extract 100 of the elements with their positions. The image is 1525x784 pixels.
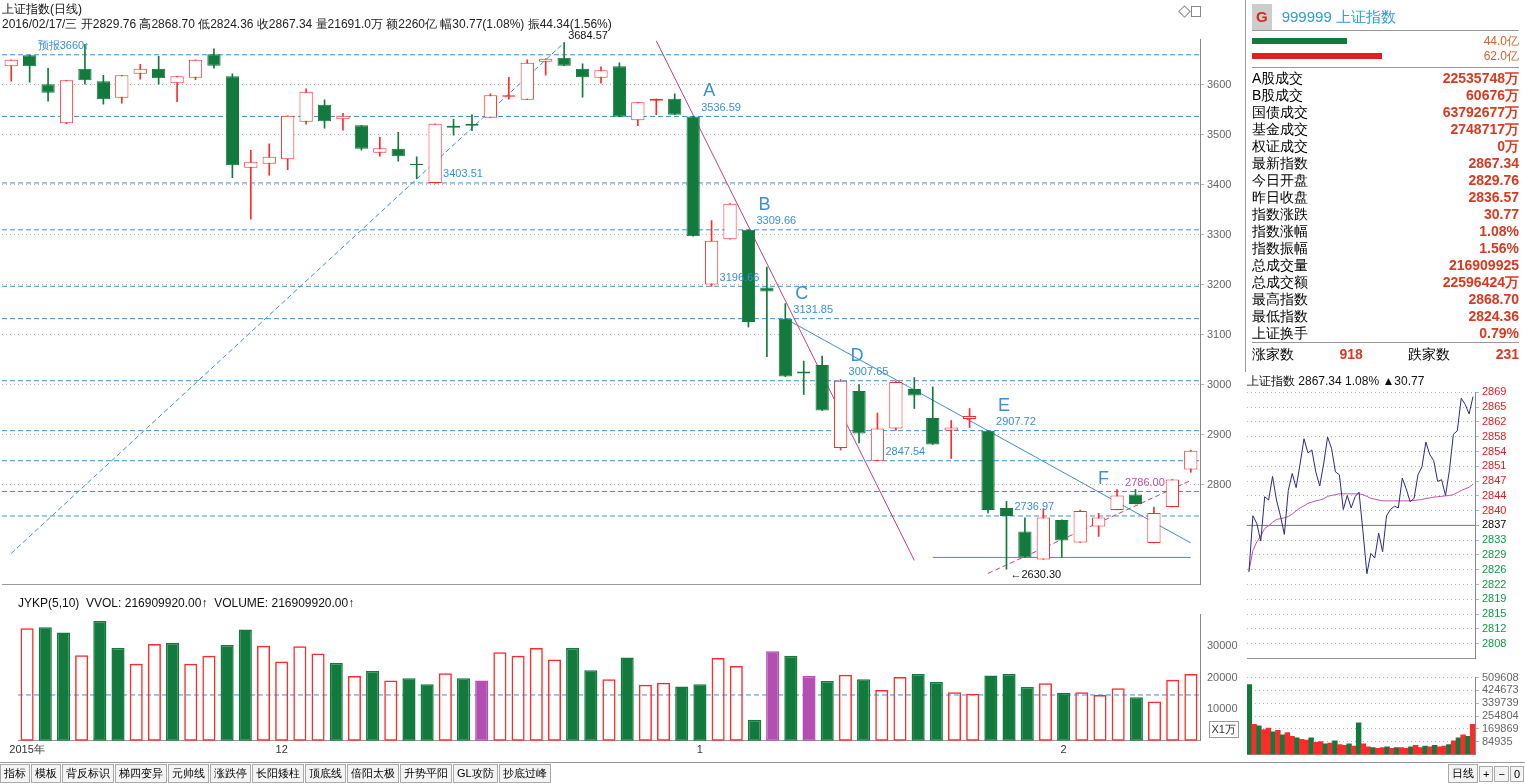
annotation: ←2630.30 (1010, 567, 1062, 580)
text: 44.0亿 (1483, 34, 1519, 49)
annotation: 3684.57 (568, 29, 608, 42)
y-tick-label: 3300 (1207, 227, 1232, 240)
y-tick-label: 2833 (1482, 533, 1507, 546)
y-tick-label: 2837 (1482, 518, 1507, 531)
text: G (1252, 4, 1272, 30)
text: 涨家数 (1252, 345, 1294, 364)
text: 倍阳太极 (347, 764, 399, 783)
text: 梯四变异 (115, 764, 167, 783)
y-tick-label: 2851 (1482, 459, 1507, 472)
text: 权证成交 (1252, 138, 1308, 155)
text: 指标 (0, 764, 30, 783)
y-tick-label: 2829 (1482, 547, 1507, 560)
y-axis-title: X1万 (1208, 721, 1239, 738)
y-tick-label: 2900 (1207, 427, 1232, 440)
ref-line-label: 预报3660↑ (37, 39, 90, 52)
text: 2748717万 (1450, 121, 1519, 138)
text: 999999 上证指数 (1281, 8, 1396, 25)
text: 231 (1495, 345, 1519, 364)
y-tick-label: 509608 (1482, 670, 1519, 683)
y-tick-label: 2822 (1482, 577, 1507, 590)
text: 上证换手 (1252, 325, 1308, 342)
y-tick-label: 2865 (1482, 400, 1507, 413)
y-tick-label: 2815 (1482, 607, 1507, 620)
y-tick-label: 339739 (1482, 696, 1519, 709)
y-tick-label: 169869 (1482, 721, 1519, 734)
y-tick-label: 84935 (1482, 734, 1513, 747)
text: 最新指数 (1252, 155, 1308, 172)
text: 1.08% (1479, 223, 1519, 240)
text: 跌家数 (1408, 345, 1451, 364)
y-tick-label: 2854 (1482, 444, 1507, 457)
x-tick-label: 12 (275, 743, 288, 756)
text: 背反标识 (62, 764, 114, 783)
text: 最低指数 (1252, 308, 1308, 325)
text: GL攻防 (453, 764, 498, 783)
ref-line-label: E 2907.72 (996, 394, 1036, 428)
x-tick-label: 2 (1060, 743, 1067, 756)
text: 抄底过峰 (498, 764, 551, 783)
y-tick-label: 3100 (1207, 327, 1232, 340)
chart-title: 上证指数 2867.34 1.08% ▲30.77 (1247, 373, 1425, 388)
y-tick-label: 30000 (1207, 639, 1238, 652)
text: 30.77 (1483, 206, 1519, 223)
text: 2836.57 (1468, 189, 1519, 206)
text: 国债成交 (1252, 104, 1308, 121)
text: + (1479, 765, 1494, 782)
text: 22596424万 (1442, 274, 1519, 291)
text: 1.56% (1479, 240, 1519, 257)
text: 22535748万 (1442, 70, 1519, 87)
y-tick-label: 2858 (1482, 429, 1507, 442)
y-tick-label: 254804 (1482, 709, 1519, 722)
text: 指数振幅 (1252, 240, 1308, 257)
ref-line-label: A 3536.59 (701, 80, 741, 113)
y-tick-label: 3500 (1207, 127, 1232, 140)
y-tick-label: 2808 (1482, 636, 1507, 649)
ref-line-label: C 3131.85 (793, 282, 834, 316)
x-tick-label: 2015年 (9, 743, 45, 756)
text: 今日开盘 (1252, 172, 1308, 189)
x-tick-label: 1 (696, 743, 703, 756)
text: 60676万 (1466, 87, 1519, 104)
text: 指数涨跌 (1252, 206, 1308, 223)
text: 模板 (31, 764, 61, 783)
text: 62.0亿 (1483, 49, 1519, 64)
y-tick-label: 3200 (1207, 277, 1232, 290)
text: 2867.34 (1468, 155, 1519, 172)
y-tick-label: 2862 (1482, 414, 1507, 427)
y-tick-label: 2844 (1482, 488, 1507, 501)
text: 216909925 (1448, 257, 1519, 274)
text: 63792677万 (1442, 104, 1519, 121)
text: 涨跌停 (210, 764, 251, 783)
ref-line-label: 2736.97 (1014, 500, 1055, 513)
chart-subtitle: 2016/02/17/三 开2829.76 高2868.70 低2824.36 收2867.34 量21691.0万 额2260亿 幅30.77(1.08%) 振44.34(1.56%) (2, 16, 612, 31)
chart-title: JYKP(5,10) VVOL: 216909920.00↑ VOLUME: 216909920.00↑ (18, 595, 355, 610)
y-tick-label: 3400 (1207, 177, 1232, 190)
text: 日线 (1448, 764, 1478, 783)
text: B股成交 (1252, 87, 1304, 104)
y-tick-label: 3600 (1207, 77, 1232, 90)
text: − (1494, 765, 1509, 782)
text: 2824.36 (1468, 308, 1519, 325)
y-tick-label: 3000 (1207, 377, 1232, 390)
ref-line-label: 2786.00 (1125, 476, 1165, 488)
ref-line-label: B 3309.66 (756, 193, 797, 227)
text: 0 (1509, 765, 1524, 782)
text: A股成交 (1252, 70, 1304, 87)
text: 指数涨幅 (1252, 223, 1308, 240)
y-tick-label: 2847 (1482, 474, 1507, 487)
text: 总成交量 (1252, 257, 1308, 274)
text: 0.79% (1479, 325, 1519, 342)
text: 2868.70 (1468, 291, 1519, 308)
text: 顶底线 (305, 764, 346, 783)
annotation: F (1098, 468, 1110, 489)
text: 918 (1339, 345, 1363, 364)
text: 最高指数 (1252, 291, 1308, 308)
y-tick-label: 424673 (1482, 683, 1519, 696)
y-tick-label: 2840 (1482, 503, 1507, 516)
text: 元帅线 (168, 764, 209, 783)
y-tick-label: 10000 (1207, 702, 1238, 715)
y-tick-label: 2819 (1482, 592, 1507, 605)
y-tick-label: 2800 (1207, 477, 1232, 490)
y-tick-label: 2826 (1482, 562, 1507, 575)
